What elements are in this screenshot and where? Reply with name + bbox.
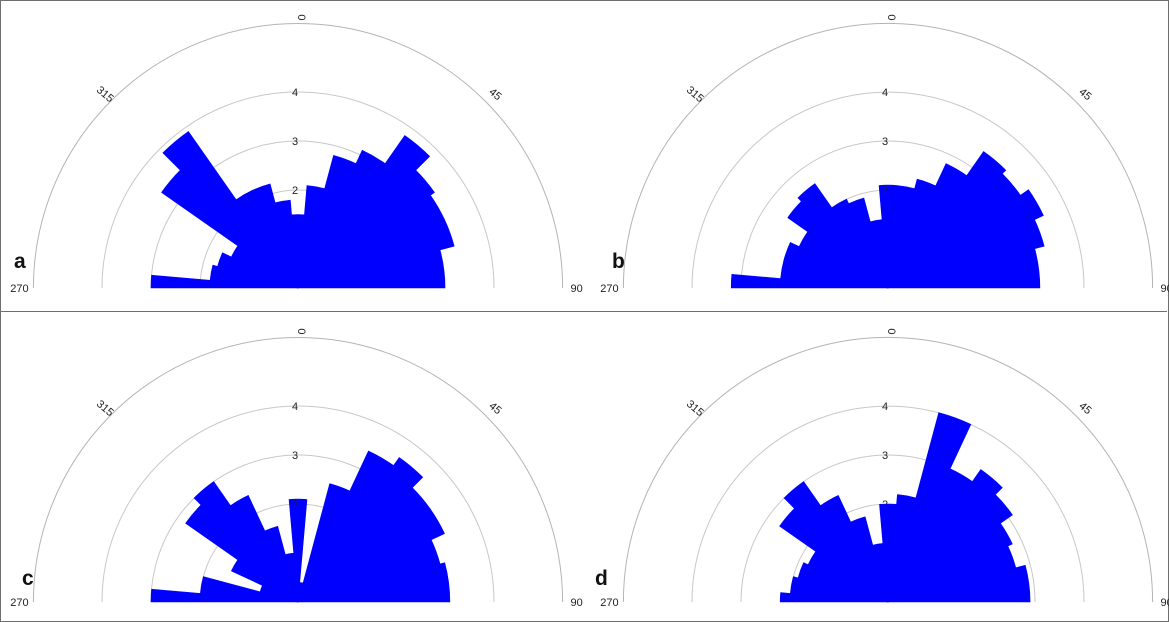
panel-divider [0, 311, 1167, 312]
rose-sector [217, 252, 299, 289]
rose-sector [297, 562, 451, 603]
angle-tick-label: 0 [295, 14, 307, 20]
rose-sector [264, 525, 299, 603]
grid-ring [691, 91, 1085, 289]
angle-tick-label: 90 [1160, 283, 1169, 295]
radial-tick-label: 4 [292, 401, 298, 413]
rose-panel-d: 270 315 0 45 90 2 3 4 d [595, 328, 1169, 609]
radial-tick-label: 4 [292, 87, 298, 99]
rose-sector [797, 183, 889, 289]
angle-tick-label: 90 [570, 597, 582, 609]
rose-sector [887, 494, 1013, 603]
angle-tick-label: 315 [94, 84, 116, 105]
radial-tick-label: 4 [882, 401, 888, 413]
rose-sector [297, 169, 435, 289]
grid-ring [32, 22, 564, 289]
angle-tick-label: 45 [1076, 86, 1093, 103]
radial-tick-label: 3 [292, 450, 298, 462]
rose-sector [887, 219, 1045, 289]
rose-sector [230, 495, 299, 603]
rose-sector [887, 189, 1044, 289]
radial-tick-label: 4 [882, 87, 888, 99]
grid-ring [622, 22, 1154, 289]
angle-tick-label: 45 [486, 400, 503, 417]
rose-sector [850, 516, 889, 603]
radial-tick-label: 3 [292, 136, 298, 148]
angle-tick-label: 45 [1076, 400, 1093, 417]
radial-tick-label: 3 [882, 450, 888, 462]
radial-tick-label: 2 [882, 185, 888, 197]
rose-panel-b: 270 315 0 45 90 2 3 4 b [600, 14, 1169, 295]
angle-tick-label: 0 [295, 328, 307, 334]
rose-sector [797, 562, 889, 603]
panel-letter: c [22, 567, 34, 590]
rose-panel-c: 270 315 0 45 90 2 3 4 c [10, 328, 583, 609]
grid-ring [740, 454, 1036, 603]
rose-sector [887, 522, 1013, 603]
rose-sector [887, 412, 972, 603]
rose-sector [288, 498, 308, 603]
radial-tick-label: 2 [882, 499, 888, 511]
radial-tick-label: 2 [292, 499, 298, 511]
angle-tick-label: 270 [10, 597, 28, 609]
grid-ring [622, 336, 1154, 603]
rose-panel-a: 270 315 0 45 90 2 3 4 a [10, 14, 583, 295]
grid-ring [691, 405, 1085, 603]
angle-tick-label: 270 [600, 283, 618, 295]
angle-tick-label: 90 [1160, 597, 1169, 609]
angle-tick-label: 90 [570, 283, 582, 295]
rose-sector [887, 248, 1041, 289]
rose-sector [820, 495, 889, 603]
rose-sector [848, 197, 889, 289]
panel-letter: a [14, 250, 26, 273]
angle-tick-label: 270 [10, 283, 28, 295]
panel-letter: b [612, 250, 625, 273]
angle-tick-label: 315 [684, 84, 706, 105]
rose-sector [274, 199, 299, 289]
rose-sector [297, 249, 446, 289]
angle-tick-label: 0 [885, 14, 897, 20]
radial-tick-label: 3 [882, 136, 888, 148]
rose-sector [297, 219, 455, 289]
rose-sector [297, 508, 445, 603]
angle-tick-label: 315 [684, 398, 706, 419]
panel-letter: d [595, 567, 608, 590]
rose-sector [193, 481, 299, 603]
rose-sector [783, 481, 889, 603]
rose-sector [887, 564, 1031, 603]
angle-tick-label: 270 [600, 597, 618, 609]
angle-tick-label: 45 [486, 86, 503, 103]
rose-sector [887, 469, 1003, 603]
rose-sector [252, 183, 299, 289]
rose-sector [783, 242, 889, 289]
angle-tick-label: 0 [885, 328, 897, 334]
rose-sector [162, 131, 299, 289]
rose-sector [831, 198, 889, 289]
radial-tick-label: 2 [292, 185, 298, 197]
rose-sector [297, 457, 424, 603]
grid-ring [101, 91, 495, 289]
rose-sector [887, 151, 1007, 289]
grid-ring [101, 405, 495, 603]
grid-ring [32, 336, 564, 603]
angle-tick-label: 315 [94, 398, 116, 419]
rose-sector [297, 135, 431, 289]
